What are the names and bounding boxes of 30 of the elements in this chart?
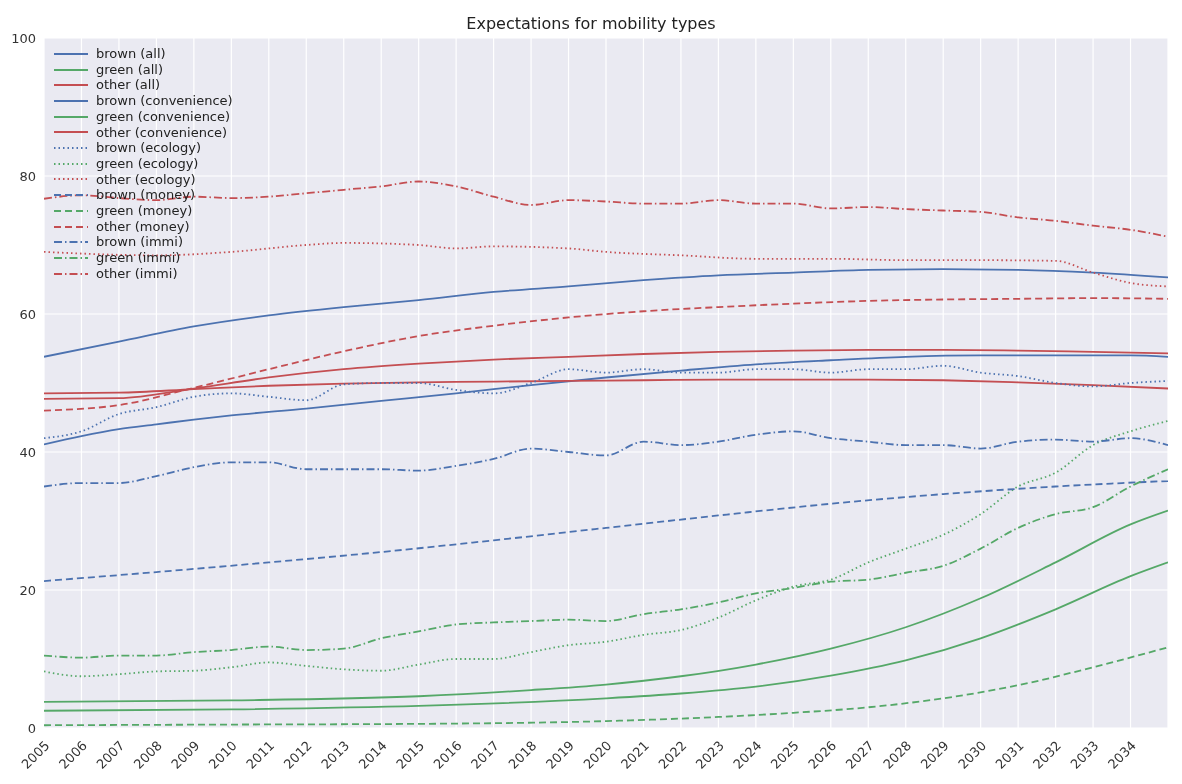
legend-label: other (all): [96, 77, 161, 94]
legend-label: other (convenience): [96, 124, 228, 141]
chart-title: Expectations for mobility types: [466, 14, 716, 33]
y-tick-label: 40: [19, 444, 36, 460]
legend-label: brown (all): [96, 46, 166, 62]
line-series: [44, 420, 1168, 678]
legend-label: green (ecology): [96, 155, 199, 172]
line-series: [44, 297, 1168, 412]
line-series: [44, 561, 1168, 712]
y-tick-label: 100: [11, 30, 36, 46]
y-tick-label: 0: [27, 720, 36, 736]
legend-label: brown (ecology): [96, 140, 202, 156]
legend-label: green (all): [96, 61, 164, 78]
legend-label: other (ecology): [96, 171, 196, 188]
legend-label: other (immi): [96, 265, 178, 282]
legend-label: green (money): [96, 203, 193, 219]
legend-label: brown (immi): [96, 234, 183, 251]
legend-label: brown (money): [96, 187, 195, 204]
y-tick-label: 80: [19, 168, 36, 184]
legend-label: brown (convenience): [96, 93, 233, 109]
line-series: [44, 354, 1168, 446]
line-series: [44, 480, 1168, 582]
line-series: [44, 268, 1168, 358]
line-series: [44, 509, 1168, 703]
legend-label: other (money): [96, 218, 190, 235]
line-series: [44, 430, 1168, 488]
legend-label: green (immi): [96, 250, 181, 266]
y-tick-label: 20: [19, 582, 36, 598]
y-tick-label: 60: [19, 306, 36, 322]
legend-label: green (convenience): [96, 108, 231, 125]
